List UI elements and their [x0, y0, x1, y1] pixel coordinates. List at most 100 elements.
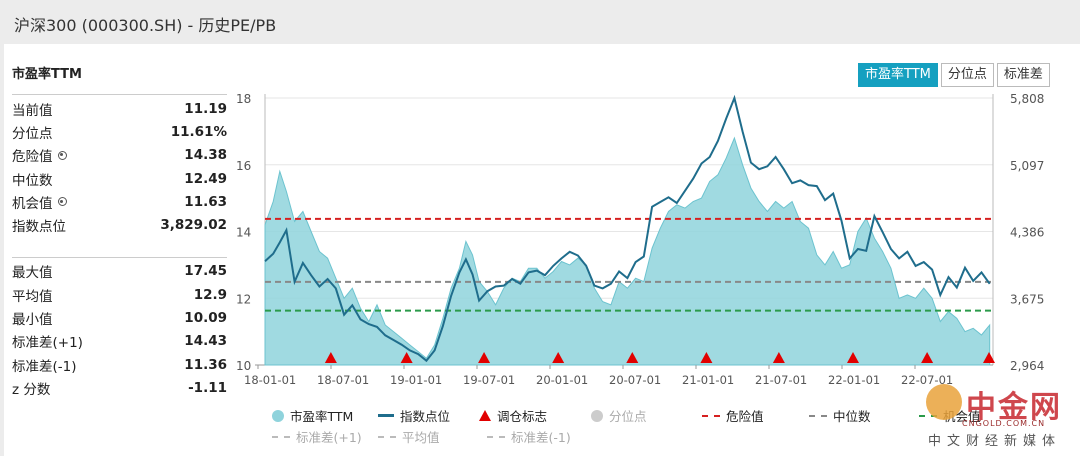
metric-tabs: 市盈率TTM 分位点 标准差 — [855, 63, 1050, 87]
stat-label-text: z 分数 — [12, 381, 51, 398]
y-right-tick-label: 4,386 — [1010, 226, 1044, 240]
legend-triangle-icon — [479, 410, 491, 421]
stat-row: 平均值 12.9 — [12, 283, 227, 306]
legend-label: 标准差(-1) — [511, 430, 571, 445]
stat-label: 当前值 — [12, 99, 53, 119]
legend-item[interactable]: 指数点位 — [378, 406, 450, 425]
legend-label: 标准差(+1) — [296, 430, 362, 445]
x-tick-label: 18-07-01 — [317, 373, 369, 387]
window-title-bar: 沪深300 (000300.SH) - 历史PE/PB — [0, 0, 1080, 42]
stat-value: 11.36 — [184, 356, 227, 373]
legend-label: 平均值 — [402, 430, 440, 445]
legend-label: 指数点位 — [400, 409, 451, 424]
x-tick-label: 20-07-01 — [609, 373, 661, 387]
tab-2[interactable]: 标准差 — [996, 63, 1050, 87]
legend-dash-icon — [272, 435, 290, 438]
legend-label: 市盈率TTM — [290, 409, 354, 424]
tab-0[interactable]: 市盈率TTM — [858, 63, 938, 87]
watermark-icon — [926, 384, 962, 420]
tab-1[interactable]: 分位点 — [940, 63, 994, 87]
stat-value: 10.09 — [184, 310, 227, 327]
rebalance-marker — [772, 352, 785, 363]
legend-label: 危险值 — [726, 409, 764, 424]
pe-area-series — [264, 136, 991, 366]
stats-group-history: 最大值 17.45 平均值 12.9 最小值 10.09 标准差(+1) 14.43 标准差(-… — [12, 256, 227, 400]
legend-dot-icon — [272, 409, 284, 422]
index-line-series — [264, 94, 991, 363]
stat-label: 最大值 — [12, 261, 53, 281]
y-left-tick-label: 14 — [236, 226, 251, 240]
stat-row: 分位点 11.61% — [12, 120, 227, 143]
stat-value: 14.43 — [184, 333, 227, 350]
stat-label-text: 危险值 — [12, 149, 53, 166]
main-panel — [4, 44, 1080, 456]
stat-row: 危险值 14.38 — [12, 144, 227, 167]
legend-dot-icon — [591, 409, 603, 422]
legend-item[interactable]: 标准差(+1) — [272, 427, 362, 446]
legend-item[interactable]: 市盈率TTM — [272, 406, 353, 425]
y-right-tick-label: 5,808 — [1010, 92, 1044, 106]
legend-item[interactable]: 危险值 — [702, 406, 764, 425]
stats-panel: 市盈率TTM 当前值 11.19 分位点 11.61% 危险值 14.38 中位数 12.49… — [12, 60, 227, 400]
x-tick-label: 18-01-01 — [244, 373, 296, 387]
legend-item[interactable]: 平均值 — [378, 427, 440, 446]
stat-label: 机会值 — [12, 192, 67, 212]
legend-dash-icon — [809, 414, 827, 417]
stat-value: 17.45 — [184, 263, 227, 280]
stat-label: z 分数 — [12, 378, 50, 398]
stats-heading: 市盈率TTM — [12, 67, 82, 82]
window-title: 沪深300 (000300.SH) - 历史PE/PB — [14, 16, 277, 35]
stat-label: 指数点位 — [12, 215, 66, 235]
legend-item[interactable]: 调仓标志 — [479, 406, 547, 425]
stat-row: 最大值 17.45 — [12, 260, 227, 283]
legend-line-icon — [378, 414, 394, 417]
legend-item[interactable]: 中位数 — [809, 406, 871, 425]
x-tick-label: 22-07-01 — [901, 373, 953, 387]
y-left-tick-label: 12 — [236, 292, 251, 306]
stat-value: 3,829.02 — [160, 217, 227, 234]
gear-icon[interactable] — [57, 197, 67, 207]
rebalance-marker — [626, 352, 639, 363]
rebalance-marker — [478, 352, 491, 363]
stat-label: 平均值 — [12, 285, 53, 305]
legend-item[interactable]: 标准差(-1) — [487, 427, 571, 446]
stat-value: 11.61% — [170, 123, 227, 140]
stat-value: 14.38 — [184, 147, 227, 164]
stat-row: z 分数 -1.11 — [12, 376, 227, 399]
x-tick-label: 19-01-01 — [390, 373, 442, 387]
stat-label: 中位数 — [12, 169, 53, 189]
y-left-tick-label: 10 — [236, 359, 251, 373]
stat-row: 标准差(+1) 14.43 — [12, 330, 227, 353]
stat-row: 中位数 12.49 — [12, 167, 227, 190]
y-left-tick-label: 16 — [236, 159, 251, 173]
watermark-tagline: 中文财经新媒体 — [928, 434, 1062, 449]
stat-label: 标准差(-1) — [12, 355, 77, 375]
gear-icon[interactable] — [57, 150, 67, 160]
legend-item[interactable]: 分位点 — [591, 406, 647, 425]
chart-legend: 市盈率TTM 指数点位 调仓标志 分位点 危险值 中位数 机会值 标准差(+1) 平均值 标准差(… — [272, 404, 981, 448]
y-right-tick-label: 3,675 — [1010, 292, 1044, 306]
rebalance-marker — [552, 352, 565, 363]
y-right-tick-label: 5,097 — [1010, 159, 1044, 173]
stat-label-text: 分位点 — [12, 125, 53, 142]
stat-label-text: 平均值 — [12, 288, 53, 305]
stat-label: 标准差(+1) — [12, 331, 83, 351]
rebalance-marker — [847, 352, 859, 363]
stat-label: 最小值 — [12, 308, 53, 328]
x-tick-label: 21-01-01 — [682, 373, 734, 387]
x-tick-label: 20-01-01 — [536, 373, 588, 387]
rebalance-marker — [983, 352, 995, 363]
y-right-tick-label: 2,964 — [1010, 359, 1044, 373]
stat-value: 11.19 — [184, 100, 227, 117]
stat-value: 11.63 — [184, 193, 227, 210]
stat-value: 12.9 — [193, 286, 227, 303]
x-tick-label: 19-07-01 — [463, 373, 515, 387]
stat-value: 12.49 — [184, 170, 227, 187]
stat-label-text: 机会值 — [12, 195, 53, 212]
legend-label: 调仓标志 — [497, 409, 548, 424]
stat-label: 危险值 — [12, 145, 67, 165]
stat-label-text: 标准差(+1) — [12, 335, 83, 352]
legend-dash-icon — [919, 414, 937, 417]
legend-dash-icon — [378, 435, 396, 438]
stat-row: 机会值 11.63 — [12, 190, 227, 213]
